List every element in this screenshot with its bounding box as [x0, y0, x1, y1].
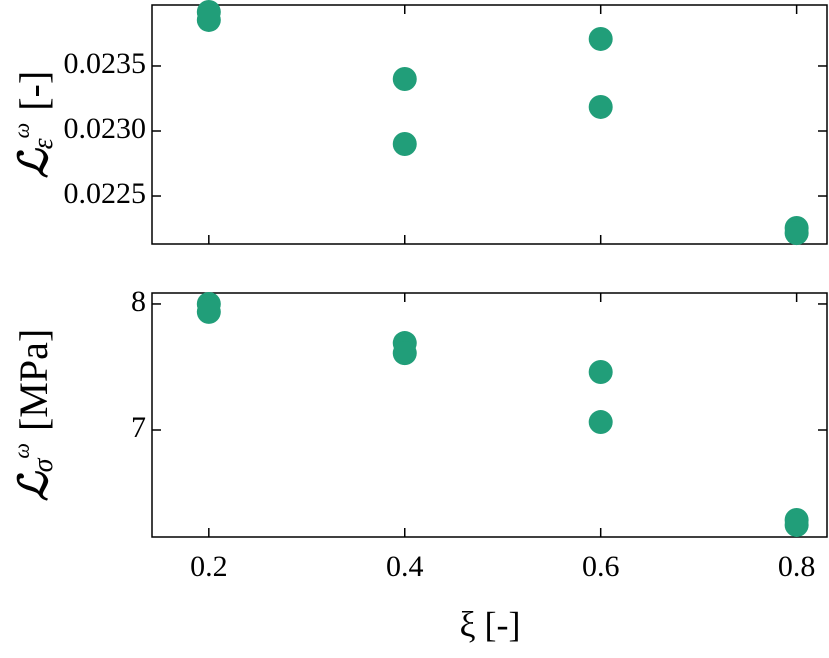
- y-axis-label: ℒεω [-]: [9, 71, 59, 178]
- panel: 7 8 0.2 0.4 0.6 0.8 ξ [-] ℒσω [MPa]: [9, 285, 828, 644]
- point: [588, 410, 613, 435]
- point: [392, 66, 417, 91]
- point: [588, 26, 613, 51]
- y-tick-label: 0.0235: [64, 47, 147, 80]
- x-axis-label: ξ [-]: [459, 604, 520, 644]
- point: [588, 94, 613, 119]
- point: [392, 132, 417, 157]
- y-tick-label: 7: [131, 411, 146, 444]
- y-label-sup: ω: [9, 443, 34, 459]
- plot-frame: [151, 4, 828, 245]
- point: [784, 513, 809, 538]
- y-axis-label: ℒσω [MPa]: [9, 329, 59, 501]
- point: [392, 341, 417, 366]
- y-label-symbol: ℒ: [11, 147, 56, 178]
- y-tick-label: 0.0230: [64, 112, 147, 145]
- y-label-unit: [MPa]: [11, 329, 56, 431]
- x-tick-label: 0.4: [386, 550, 424, 583]
- y-tick-label: 0.0225: [64, 177, 147, 210]
- x-tick-label: 0.8: [778, 550, 816, 583]
- point: [196, 7, 221, 32]
- panel: 0.0225 0.0230 0.0235 ℒεω [-]: [9, 0, 828, 246]
- y-label-sup: ω: [9, 123, 34, 139]
- y-label-symbol: ℒ: [11, 470, 56, 501]
- point: [588, 360, 613, 385]
- y-label-unit: [-]: [11, 71, 56, 111]
- y-label-sub: ε: [28, 138, 59, 149]
- y-tick-label: 8: [131, 285, 146, 318]
- plot-frame: [151, 292, 828, 538]
- y-label-sub: σ: [28, 457, 59, 472]
- x-tick-label: 0.2: [190, 550, 228, 583]
- x-tick-label: 0.6: [582, 550, 620, 583]
- point: [784, 221, 809, 246]
- point: [196, 299, 221, 324]
